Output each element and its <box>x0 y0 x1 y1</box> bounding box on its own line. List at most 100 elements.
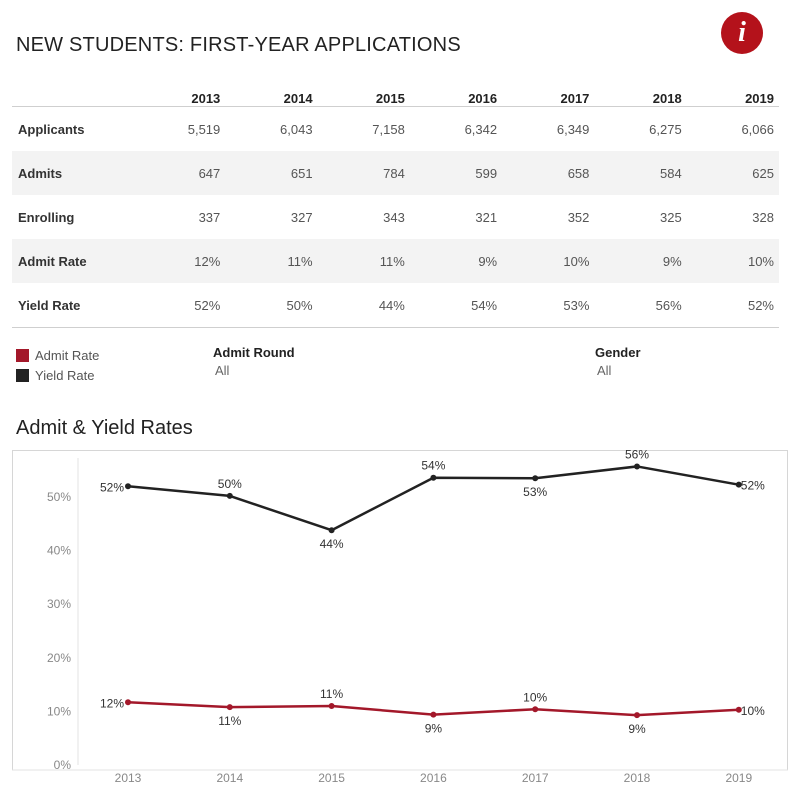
admit-rate-data-label: 12% <box>100 696 124 710</box>
table-cell: 10% <box>502 239 595 283</box>
table-cell: 651 <box>225 151 318 195</box>
year-header: 2018 <box>594 84 687 107</box>
x-tick-label: 2015 <box>318 771 345 785</box>
admit-rate-data-label: 9% <box>628 722 646 736</box>
year-header: 2014 <box>225 84 318 107</box>
row-label: Admit Rate <box>12 239 133 283</box>
filter-value[interactable]: All <box>597 363 612 378</box>
table-cell: 54% <box>409 283 503 328</box>
legend-label: Yield Rate <box>35 367 95 383</box>
year-header: 2019 <box>686 84 779 107</box>
yield-rate-data-label: 52% <box>741 479 765 493</box>
table-cell: 337 <box>198 209 221 225</box>
x-tick-label: 2013 <box>115 771 142 785</box>
x-tick-label: 2014 <box>216 771 243 785</box>
yield-rate-point <box>328 527 335 534</box>
year-header: 2017 <box>502 84 595 107</box>
table-cell: 9% <box>409 239 503 283</box>
legend-item-yield-rate[interactable]: Yield Rate <box>16 365 99 385</box>
filter-label: Admit Round <box>213 345 295 360</box>
yield-rate-data-label: 50% <box>218 477 242 491</box>
table-row: Admits 647 651 784 599 658 584 625 <box>12 151 779 195</box>
table-cell: 52% <box>686 283 779 328</box>
table-cell: 10% <box>686 239 779 283</box>
table-cell: 53% <box>502 283 595 328</box>
table-row: Admit Rate 12% 11% 11% 9% 10% 9% 10% <box>12 239 779 283</box>
yield-rate-data-label: 44% <box>320 537 344 551</box>
year-header: 2016 <box>409 84 503 107</box>
table-row: Enrolling 337 327 343 321 352 325 328 <box>12 195 779 239</box>
y-tick-label: 50% <box>47 490 71 504</box>
table-cell: 6,275 <box>649 121 682 137</box>
gender-filter[interactable]: Gender All <box>595 345 641 378</box>
table-cell: 6,043 <box>280 121 313 137</box>
admit-rate-data-label: 9% <box>425 722 443 736</box>
table-header-row: 2013 2014 2015 2016 2017 2018 2019 <box>12 84 779 107</box>
table-cell: 343 <box>383 209 405 225</box>
yield-rate-point <box>634 463 640 470</box>
yield-rate-point <box>226 492 233 499</box>
admit-rate-data-label: 11% <box>320 687 343 701</box>
x-tick-label: 2019 <box>725 771 752 785</box>
table-cell: 7,158 <box>372 121 405 137</box>
table-row: Yield Rate 52% 50% 44% 54% 53% 56% 52% <box>12 283 779 328</box>
admit-rate-swatch <box>16 348 29 362</box>
table-cell: 56% <box>594 283 687 328</box>
table-cell: 6,066 <box>741 121 774 137</box>
y-tick-label: 10% <box>47 704 71 718</box>
table-cell: 52% <box>133 283 226 328</box>
chart-title: Admit & Yield Rates <box>16 417 193 439</box>
table-header-corner <box>12 84 133 107</box>
admit-rate-point <box>125 699 131 706</box>
admit-rate-point <box>226 704 233 711</box>
admit-rate-data-label: 10% <box>523 690 547 704</box>
x-tick-label: 2017 <box>522 771 549 785</box>
yield-rate-data-label: 53% <box>523 485 547 499</box>
legend-label: Admit Rate <box>35 347 100 363</box>
y-tick-label: 20% <box>47 651 71 665</box>
filter-label: Gender <box>595 345 641 360</box>
chart-legend: Admit Rate Yield Rate <box>16 345 99 385</box>
table-cell: 50% <box>225 283 318 328</box>
table-row: Applicants 5,519 6,043 7,158 6,342 6,349… <box>12 107 779 152</box>
chart-frame <box>12 450 788 770</box>
yield-rate-data-label: 54% <box>421 459 445 473</box>
table-cell: 321 <box>475 209 498 225</box>
year-header: 2013 <box>133 84 226 107</box>
page-title: NEW STUDENTS: FIRST-YEAR APPLICATIONS <box>16 34 461 56</box>
yield-rate-point <box>430 474 437 481</box>
table-cell: 327 <box>290 209 313 225</box>
yield-rate-point <box>532 475 539 482</box>
table-cell: 11% <box>317 239 410 283</box>
table-cell: 599 <box>409 151 503 195</box>
table-cell: 12% <box>133 239 226 283</box>
table-cell: 44% <box>317 283 410 328</box>
info-icon[interactable]: i <box>721 12 763 54</box>
stats-table: 2013 2014 2015 2016 2017 2018 2019 Appli… <box>12 84 779 328</box>
table-cell: 325 <box>659 209 682 225</box>
table-cell: 11% <box>225 239 318 283</box>
table-cell: 328 <box>752 209 774 225</box>
yield-rate-data-label: 56% <box>625 447 649 461</box>
table-cell: 352 <box>567 209 590 225</box>
admit-rate-point <box>328 703 335 710</box>
table-cell: 784 <box>317 151 410 195</box>
admit-round-filter[interactable]: Admit Round All <box>213 345 295 378</box>
y-tick-label: 0% <box>54 758 72 772</box>
admit-rate-point <box>430 711 437 718</box>
admit-rate-data-label: 11% <box>218 714 241 728</box>
row-label: Yield Rate <box>12 283 133 328</box>
table-cell: 5,519 <box>187 121 221 137</box>
row-label: Admits <box>12 151 133 195</box>
yield-rate-point <box>125 483 131 490</box>
table-cell: 625 <box>686 151 779 195</box>
legend-item-admit-rate[interactable]: Admit Rate <box>16 345 99 365</box>
year-header: 2015 <box>317 84 410 107</box>
filter-value[interactable]: All <box>215 363 230 378</box>
table-cell: 6,342 <box>464 121 498 137</box>
table-cell: 6,349 <box>556 121 590 137</box>
table-cell: 584 <box>594 151 687 195</box>
table-cell: 9% <box>594 239 687 283</box>
admit-rate-point <box>634 712 640 719</box>
